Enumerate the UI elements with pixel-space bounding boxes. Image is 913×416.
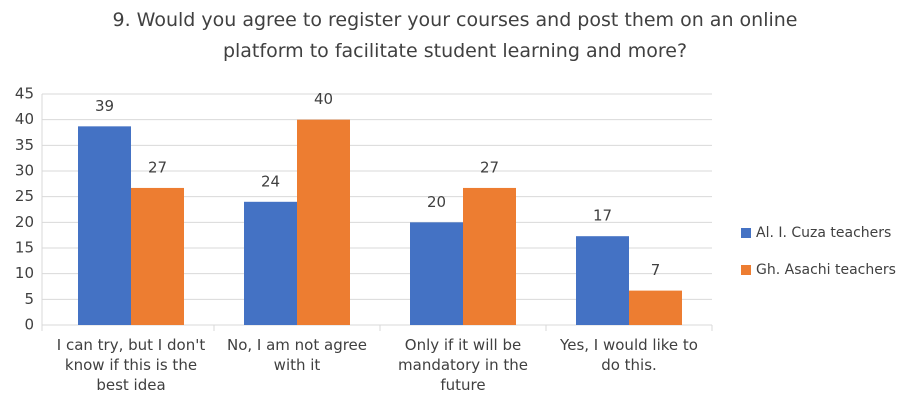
data-label: 27 — [148, 158, 167, 176]
y-tick-label: 0 — [24, 316, 34, 334]
data-label: 17 — [593, 207, 612, 225]
data-label: 7 — [651, 261, 661, 279]
x-tick-label: No, I am not agree with it — [227, 336, 367, 374]
legend-label: Al. I. Cuza teachers — [756, 225, 891, 241]
y-tick-label: 10 — [15, 264, 34, 282]
bar — [629, 290, 682, 325]
y-tick-label: 20 — [15, 213, 34, 231]
bar — [131, 187, 184, 325]
y-tick-label: 30 — [15, 162, 34, 180]
chart-title: 9. Would you agree to register your cour… — [113, 9, 798, 62]
data-label: 24 — [261, 172, 280, 190]
legend-label: Gh. Asachi teachers — [756, 262, 896, 278]
bar — [463, 187, 516, 325]
x-tick-label: Yes, I would like to do this. — [559, 336, 698, 374]
x-tick-label: Only if it will be mandatory in the future — [398, 336, 528, 394]
bar — [576, 236, 629, 325]
legend-swatch — [741, 228, 751, 238]
y-tick-label: 35 — [15, 136, 34, 154]
legend-swatch — [741, 265, 751, 275]
y-tick-label: 45 — [15, 85, 34, 103]
bar — [78, 126, 131, 325]
y-tick-label: 5 — [24, 290, 34, 308]
data-label: 27 — [480, 158, 499, 176]
y-tick-label: 25 — [15, 187, 34, 205]
data-label: 20 — [427, 193, 446, 211]
y-tick-label: 15 — [15, 239, 34, 257]
bar — [410, 222, 463, 325]
y-tick-label: 40 — [15, 110, 34, 128]
bar — [297, 119, 350, 326]
bar — [244, 201, 297, 325]
x-tick-label: I can try, but I don't know if this is th… — [57, 336, 206, 394]
data-label: 39 — [95, 97, 114, 115]
data-label: 40 — [314, 90, 333, 108]
